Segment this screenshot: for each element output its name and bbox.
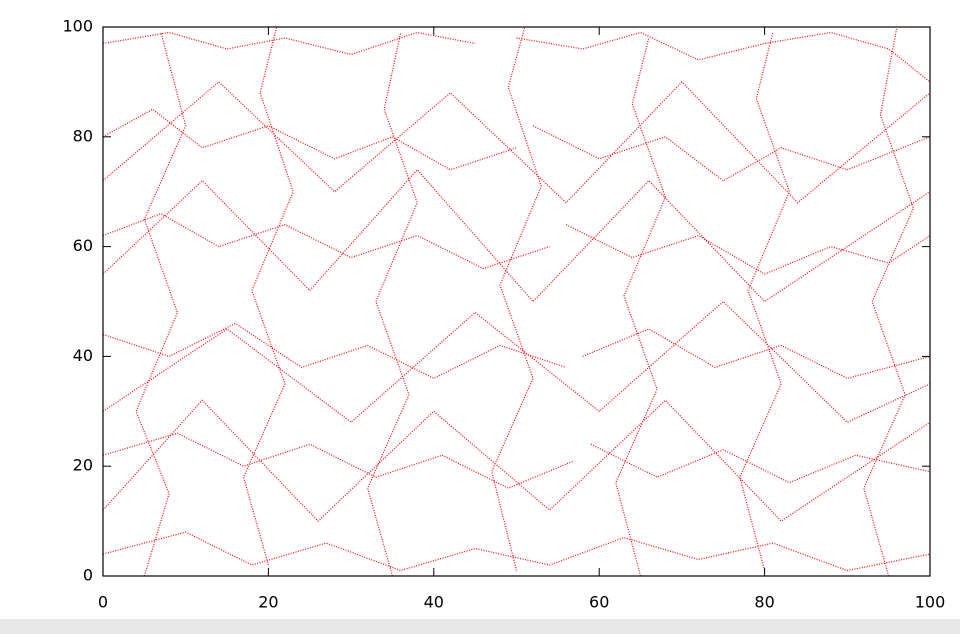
mesh-line <box>615 37 667 577</box>
y-tick-label: 40 <box>73 346 93 365</box>
mesh-line <box>367 32 418 577</box>
mesh-line <box>739 32 791 571</box>
mesh-line <box>863 26 915 577</box>
mesh-line <box>532 125 931 182</box>
mesh-line <box>242 26 294 566</box>
y-tick-label: 80 <box>73 126 93 145</box>
mesh-line <box>102 212 550 270</box>
mesh-line <box>135 32 187 577</box>
x-tick-label: 80 <box>754 593 774 612</box>
mesh-line <box>102 81 931 204</box>
mesh-line <box>102 322 567 380</box>
y-tick-label: 100 <box>62 17 93 36</box>
y-tick-label: 60 <box>73 236 93 255</box>
x-tick-label: 0 <box>98 593 108 612</box>
x-tick-label: 100 <box>915 593 946 612</box>
mesh-line <box>102 300 931 424</box>
mesh-line <box>102 531 931 572</box>
mesh-line <box>582 328 931 379</box>
mesh-line <box>102 31 476 56</box>
mesh-line <box>102 108 517 171</box>
mesh-line <box>102 399 931 522</box>
mesh-line <box>102 168 931 303</box>
mesh-line <box>590 443 931 484</box>
status-bar <box>0 619 960 634</box>
x-tick-label: 20 <box>258 593 278 612</box>
mesh-line <box>565 224 931 275</box>
mesh-line <box>516 31 931 83</box>
mesh-line <box>102 432 575 489</box>
y-tick-label: 0 <box>83 566 93 585</box>
x-tick-label: 60 <box>589 593 609 612</box>
plot-border <box>102 26 931 577</box>
mesh-line <box>491 26 542 571</box>
x-tick-label: 40 <box>424 593 444 612</box>
y-tick-label: 20 <box>73 456 93 475</box>
